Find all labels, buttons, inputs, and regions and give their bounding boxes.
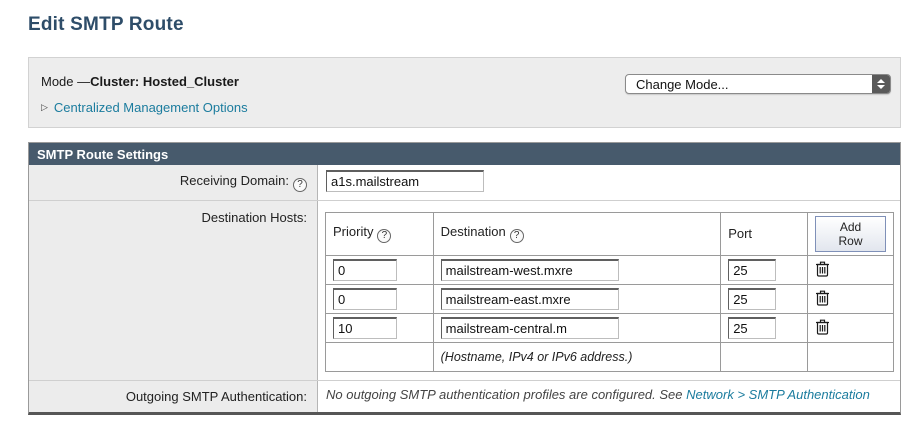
change-mode-selected-value: Change Mode... bbox=[636, 76, 729, 92]
hostname-note: (Hostname, IPv4 or IPv6 address.) bbox=[432, 341, 722, 372]
priority-header-label: Priority bbox=[333, 224, 374, 240]
host-row bbox=[325, 254, 894, 285]
outgoing-auth-text: No outgoing SMTP authentication profiles… bbox=[326, 386, 683, 402]
outgoing-auth-value-cell: No outgoing SMTP authentication profiles… bbox=[318, 380, 900, 412]
outgoing-auth-label-cell: Outgoing SMTP Authentication: bbox=[29, 380, 318, 412]
breadcrumb-separator: > bbox=[737, 386, 746, 402]
destination-hosts-row: Destination Hosts: Priority? Destination… bbox=[29, 199, 900, 380]
receiving-domain-label: Receiving Domain: bbox=[179, 173, 289, 188]
host-row bbox=[325, 283, 894, 314]
smtp-authentication-link[interactable]: SMTP Authentication bbox=[748, 386, 870, 402]
mode-line: Mode —Cluster: Hosted_Cluster bbox=[41, 58, 888, 89]
help-icon[interactable]: ? bbox=[509, 228, 524, 243]
hosts-note-row: (Hostname, IPv4 or IPv6 address.) bbox=[325, 341, 894, 372]
outgoing-auth-label: Outgoing SMTP Authentication: bbox=[125, 388, 307, 404]
trash-icon bbox=[816, 319, 830, 335]
priority-input[interactable] bbox=[333, 287, 397, 310]
delete-row-button[interactable] bbox=[815, 260, 830, 277]
priority-column-header: Priority? bbox=[325, 211, 434, 256]
destination-input[interactable] bbox=[440, 258, 619, 281]
centralized-management-options-link[interactable]: Centralized Management Options bbox=[53, 100, 248, 115]
trash-icon bbox=[816, 290, 830, 306]
delete-row-button[interactable] bbox=[815, 289, 830, 306]
chevron-right-icon: ▷ bbox=[41, 102, 48, 112]
port-input[interactable] bbox=[728, 258, 777, 281]
port-column-header: Port bbox=[720, 211, 809, 256]
mode-box: Mode —Cluster: Hosted_Cluster ▷ Centrali… bbox=[28, 57, 901, 128]
destination-hosts-label: Destination Hosts: bbox=[201, 209, 308, 225]
hosts-header-row: Priority? Destination? Port Add Row bbox=[325, 211, 894, 256]
destination-hosts-table: Priority? Destination? Port Add Row bbox=[325, 211, 894, 372]
smtp-route-settings-table: SMTP Route Settings Receiving Domain:? D… bbox=[28, 142, 901, 415]
receiving-domain-input[interactable] bbox=[326, 170, 484, 192]
receiving-domain-label-cell: Receiving Domain:? bbox=[29, 165, 318, 200]
destination-column-header: Destination? bbox=[432, 211, 722, 256]
port-input[interactable] bbox=[728, 287, 777, 310]
destination-hosts-label-cell: Destination Hosts: bbox=[29, 200, 318, 380]
page-title: Edit SMTP Route bbox=[28, 14, 184, 35]
priority-input[interactable] bbox=[333, 316, 397, 339]
port-header-label: Port bbox=[728, 226, 753, 241]
destination-header-label: Destination bbox=[440, 224, 506, 240]
receiving-domain-row: Receiving Domain:? bbox=[29, 165, 900, 200]
host-row bbox=[325, 312, 894, 343]
help-icon[interactable]: ? bbox=[293, 177, 307, 192]
add-row-button[interactable]: Add Row bbox=[815, 215, 886, 252]
receiving-domain-value-cell bbox=[318, 165, 900, 200]
change-mode-select[interactable]: Change Mode... bbox=[625, 74, 891, 94]
settings-table-header: SMTP Route Settings bbox=[29, 143, 900, 165]
management-options-row: ▷ Centralized Management Options bbox=[41, 100, 888, 115]
mode-value: Cluster: Hosted_Cluster bbox=[90, 74, 239, 89]
outgoing-auth-row: Outgoing SMTP Authentication: No outgoin… bbox=[29, 379, 900, 412]
help-icon[interactable]: ? bbox=[377, 228, 392, 243]
delete-row-button[interactable] bbox=[815, 318, 830, 335]
destination-input[interactable] bbox=[440, 287, 619, 310]
network-link[interactable]: Network bbox=[686, 386, 734, 402]
mode-label: Mode — bbox=[41, 74, 91, 89]
add-row-cell: Add Row bbox=[807, 211, 894, 256]
priority-input[interactable] bbox=[333, 258, 397, 281]
port-input[interactable] bbox=[728, 316, 777, 339]
trash-icon bbox=[816, 261, 830, 277]
destination-hosts-value-cell: Priority? Destination? Port Add Row bbox=[318, 200, 900, 380]
destination-input[interactable] bbox=[440, 316, 619, 339]
select-stepper-icon bbox=[872, 75, 890, 93]
